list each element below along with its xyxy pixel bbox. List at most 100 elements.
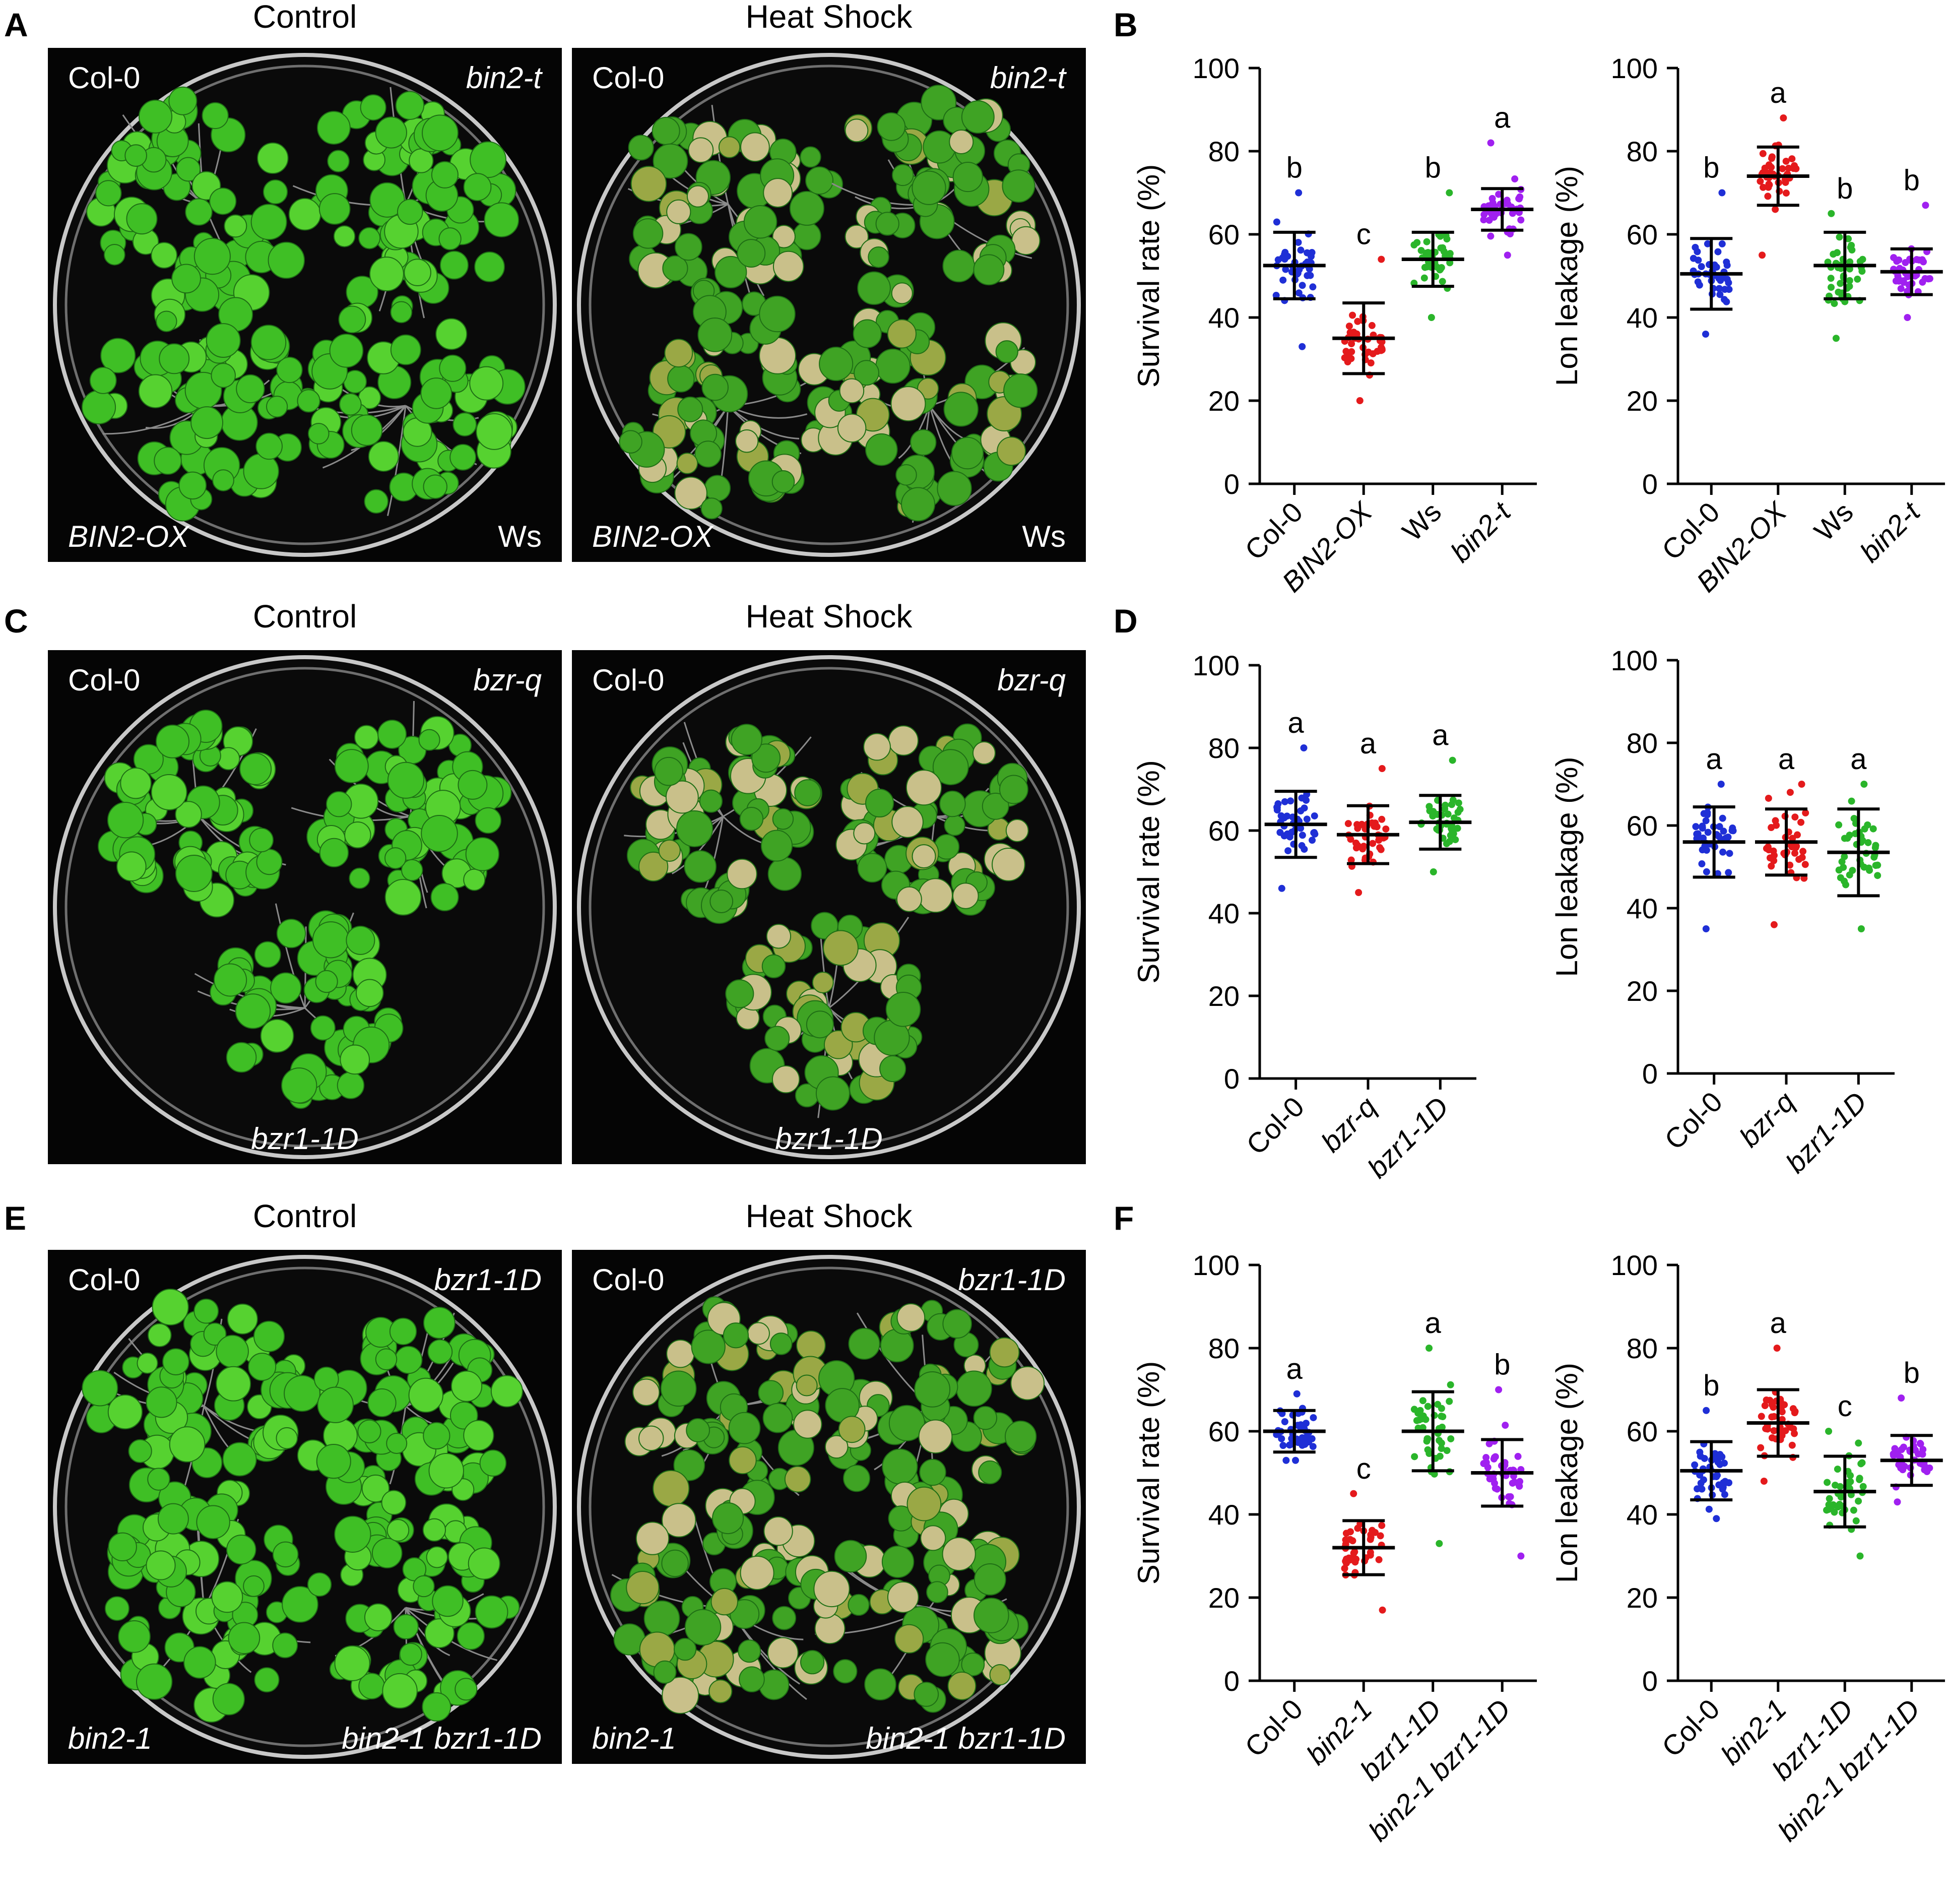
leaf xyxy=(833,1659,858,1684)
y-tick-label: 0 xyxy=(1642,1058,1658,1090)
data-point xyxy=(1786,861,1794,869)
leaf xyxy=(369,257,404,292)
data-point xyxy=(1764,1425,1771,1433)
leaf xyxy=(697,317,733,352)
genotype-label: bin2-1 bzr1-1D xyxy=(866,1722,1066,1755)
data-point xyxy=(1344,352,1352,359)
chart-d-survival: D 0 20 40 60 80 100 Survival rate (%) Col-0 a bzr-… xyxy=(1114,602,1476,1184)
leaf xyxy=(159,343,190,374)
leaf xyxy=(772,808,794,830)
leaf xyxy=(357,1419,381,1443)
leaf xyxy=(890,386,926,422)
leaf xyxy=(944,814,965,836)
leaf xyxy=(175,855,213,892)
data-point xyxy=(1282,1456,1290,1464)
petri-dish-inner-rim xyxy=(64,65,545,545)
leaf xyxy=(95,180,122,207)
leaf xyxy=(424,1618,455,1648)
data-point xyxy=(1760,1478,1768,1485)
significance-letter: b xyxy=(1837,172,1853,205)
leaf xyxy=(653,1660,677,1684)
leaf xyxy=(865,433,898,466)
data-point xyxy=(1303,815,1311,823)
data-point xyxy=(1721,296,1728,303)
leaf xyxy=(312,921,350,959)
leaf xyxy=(848,1594,870,1616)
leaf xyxy=(879,1055,906,1083)
data-point xyxy=(1764,193,1772,200)
leaf xyxy=(288,198,321,231)
significance-letter: a xyxy=(1494,102,1511,135)
seedling-cluster xyxy=(818,1300,1045,1513)
leaf xyxy=(254,1667,280,1693)
data-point xyxy=(1793,831,1801,839)
leaf xyxy=(155,724,190,758)
leaf xyxy=(116,851,147,881)
data-point xyxy=(1725,279,1732,286)
data-point xyxy=(1299,343,1306,350)
significance-letter: a xyxy=(1706,743,1723,776)
data-point xyxy=(1511,175,1519,183)
leaf xyxy=(676,453,698,474)
heat-shock-plate: Col-0 bzr-q bzr1-1D xyxy=(572,650,1086,1164)
leaf xyxy=(709,890,734,913)
data-point xyxy=(1480,211,1488,218)
data-point xyxy=(1378,1521,1386,1529)
leaf xyxy=(346,925,375,955)
data-point xyxy=(1286,833,1293,841)
leaf xyxy=(256,849,283,875)
leaf xyxy=(813,1570,850,1608)
leaf xyxy=(120,767,152,799)
leaf xyxy=(384,847,407,869)
y-tick-label: 0 xyxy=(1642,1665,1658,1697)
data-point xyxy=(1495,191,1503,198)
leaf xyxy=(368,441,399,472)
leaf xyxy=(943,392,979,427)
leaf xyxy=(739,1666,765,1693)
data-point xyxy=(1788,843,1796,851)
data-point xyxy=(1768,1434,1776,1441)
leaf xyxy=(452,412,477,437)
data-point xyxy=(1439,1413,1447,1420)
leaf xyxy=(767,1637,799,1669)
data-point xyxy=(1786,789,1794,796)
data-point xyxy=(1455,799,1462,807)
control-plate: Col-0 bzr-q bzr1-1D xyxy=(48,650,562,1164)
condition-title: Control xyxy=(253,598,357,634)
leaf xyxy=(771,1065,800,1094)
leaf xyxy=(431,161,459,188)
leaf xyxy=(737,239,766,268)
data-point xyxy=(1692,823,1700,831)
data-point xyxy=(1346,1536,1354,1543)
data-point xyxy=(1703,1407,1710,1414)
data-point xyxy=(1788,1441,1796,1449)
leaf xyxy=(800,1650,825,1675)
leaf xyxy=(154,447,182,475)
leaf xyxy=(653,1470,690,1507)
leaf xyxy=(169,1426,206,1463)
category-label: Col-0 xyxy=(1658,1086,1728,1156)
data-point xyxy=(1792,165,1800,172)
petri-dish-inner-rim xyxy=(589,667,1069,1148)
data-point xyxy=(1757,1444,1765,1451)
leaf xyxy=(952,162,983,193)
y-axis-title: Survival rate (%) xyxy=(1132,760,1165,983)
data-point xyxy=(1703,868,1710,875)
data-point xyxy=(1376,844,1384,851)
data-point xyxy=(1861,825,1868,833)
leaf xyxy=(729,1446,757,1475)
data-point xyxy=(1720,828,1727,835)
leaf xyxy=(193,1298,219,1324)
data-point xyxy=(1768,155,1776,162)
leaf xyxy=(974,1563,1006,1596)
data-point xyxy=(1353,330,1360,338)
data-point xyxy=(1891,1445,1899,1452)
category-label: Col-0 xyxy=(1240,1091,1310,1161)
leaf xyxy=(216,1366,251,1402)
data-point xyxy=(1846,832,1853,839)
leaf xyxy=(470,141,506,178)
data-point xyxy=(1354,318,1361,325)
data-point xyxy=(1359,845,1367,853)
genotype-label: Col-0 xyxy=(68,1263,140,1297)
leaf xyxy=(1002,169,1035,203)
